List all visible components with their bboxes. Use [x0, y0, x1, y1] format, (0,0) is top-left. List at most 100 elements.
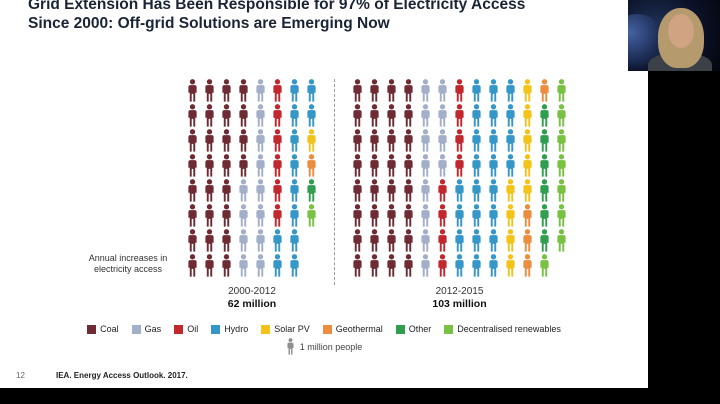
person-icon: [188, 129, 197, 152]
legend-label: Hydro: [224, 324, 249, 334]
person-icon: [239, 254, 248, 277]
person-icon: [290, 229, 299, 252]
person-icon: [540, 254, 549, 277]
person-icon: [506, 204, 515, 227]
person-icon: [438, 254, 447, 277]
person-icon: [472, 204, 481, 227]
person-icon: [307, 129, 316, 152]
person-icon: [404, 154, 413, 177]
person-icon: [557, 129, 566, 152]
chart-axis-label: Annual increases in electricity access: [88, 253, 168, 274]
person-icon: [273, 129, 282, 152]
person-icon: [222, 129, 231, 152]
source-citation: IEA. Energy Access Outlook. 2017.: [56, 371, 188, 380]
person-icon: [287, 338, 294, 355]
person-icon: [404, 79, 413, 102]
person-icon: [307, 154, 316, 177]
person-icon: [489, 179, 498, 202]
person-icon: [404, 229, 413, 252]
presenter-webcam-video[interactable]: [628, 0, 720, 71]
person-icon: [222, 79, 231, 102]
pictogram-column: [487, 79, 500, 277]
person-icon: [239, 229, 248, 252]
person-icon: [489, 129, 498, 152]
person-icon: [421, 104, 430, 127]
person-icon: [438, 104, 447, 127]
person-icon: [489, 229, 498, 252]
person-icon: [205, 254, 214, 277]
pictogram-column: [555, 79, 568, 252]
pictogram-column: [351, 79, 364, 277]
person-icon: [506, 254, 515, 277]
presentation-slide: Grid Extension Has Been Responsible for …: [0, 0, 648, 388]
legend-swatch: [395, 324, 405, 334]
person-icon: [472, 104, 481, 127]
legend-item: Hydro: [211, 324, 248, 334]
person-icon: [256, 104, 265, 127]
person-icon: [188, 204, 197, 227]
person-icon: [222, 229, 231, 252]
person-icon: [222, 104, 231, 127]
person-icon: [523, 204, 532, 227]
legend-label: Oil: [187, 324, 199, 334]
person-icon: [523, 129, 532, 152]
legend-item: Decentralised renewables: [444, 324, 561, 334]
scale-label: 1 million people: [299, 341, 363, 352]
person-icon: [205, 79, 214, 102]
person-icon: [421, 229, 430, 252]
legend-item: Geothermal: [322, 324, 383, 334]
pictogram-column: [220, 79, 233, 277]
person-icon: [540, 204, 549, 227]
legend-label: Gas: [144, 324, 162, 334]
legend-item: Gas: [131, 324, 162, 334]
pictogram-column: [186, 79, 199, 277]
person-icon: [387, 179, 396, 202]
person-icon: [387, 254, 396, 277]
person-icon: [540, 154, 549, 177]
group-2012-2015: 2012-2015 103 million: [351, 79, 568, 311]
person-icon: [188, 179, 197, 202]
legend-item: Solar PV: [261, 324, 310, 334]
person-icon: [472, 179, 481, 202]
legend-swatch: [87, 324, 97, 334]
legend-swatch: [131, 324, 141, 334]
person-icon: [557, 179, 566, 202]
person-icon: [307, 204, 316, 227]
group-period: 2000-2012: [228, 286, 276, 297]
person-icon: [353, 79, 362, 102]
person-icon: [489, 79, 498, 102]
person-icon: [472, 79, 481, 102]
person-icon: [188, 154, 197, 177]
pictogram-grid-2012-2015: [351, 79, 568, 277]
person-icon: [506, 129, 515, 152]
person-icon: [256, 229, 265, 252]
person-icon: [557, 154, 566, 177]
person-icon: [307, 179, 316, 202]
person-icon: [353, 129, 362, 152]
pictogram-column: [385, 79, 398, 277]
person-icon: [438, 79, 447, 102]
person-icon: [370, 104, 379, 127]
person-icon: [455, 204, 464, 227]
legend-swatch: [174, 324, 184, 334]
person-icon: [370, 79, 379, 102]
person-icon: [438, 154, 447, 177]
person-icon: [489, 254, 498, 277]
person-icon: [307, 104, 316, 127]
person-icon: [489, 104, 498, 127]
person-icon: [404, 204, 413, 227]
person-icon: [353, 229, 362, 252]
person-icon: [404, 179, 413, 202]
person-icon: [472, 154, 481, 177]
person-icon: [523, 79, 532, 102]
person-icon: [438, 229, 447, 252]
pictogram-column: [402, 79, 415, 277]
person-icon: [523, 229, 532, 252]
person-icon: [290, 79, 299, 102]
person-icon: [455, 154, 464, 177]
person-icon: [239, 79, 248, 102]
person-icon: [188, 229, 197, 252]
dashed-divider: [334, 79, 335, 285]
slide-title-line1: Grid Extension Has Been Responsible for …: [28, 0, 526, 13]
